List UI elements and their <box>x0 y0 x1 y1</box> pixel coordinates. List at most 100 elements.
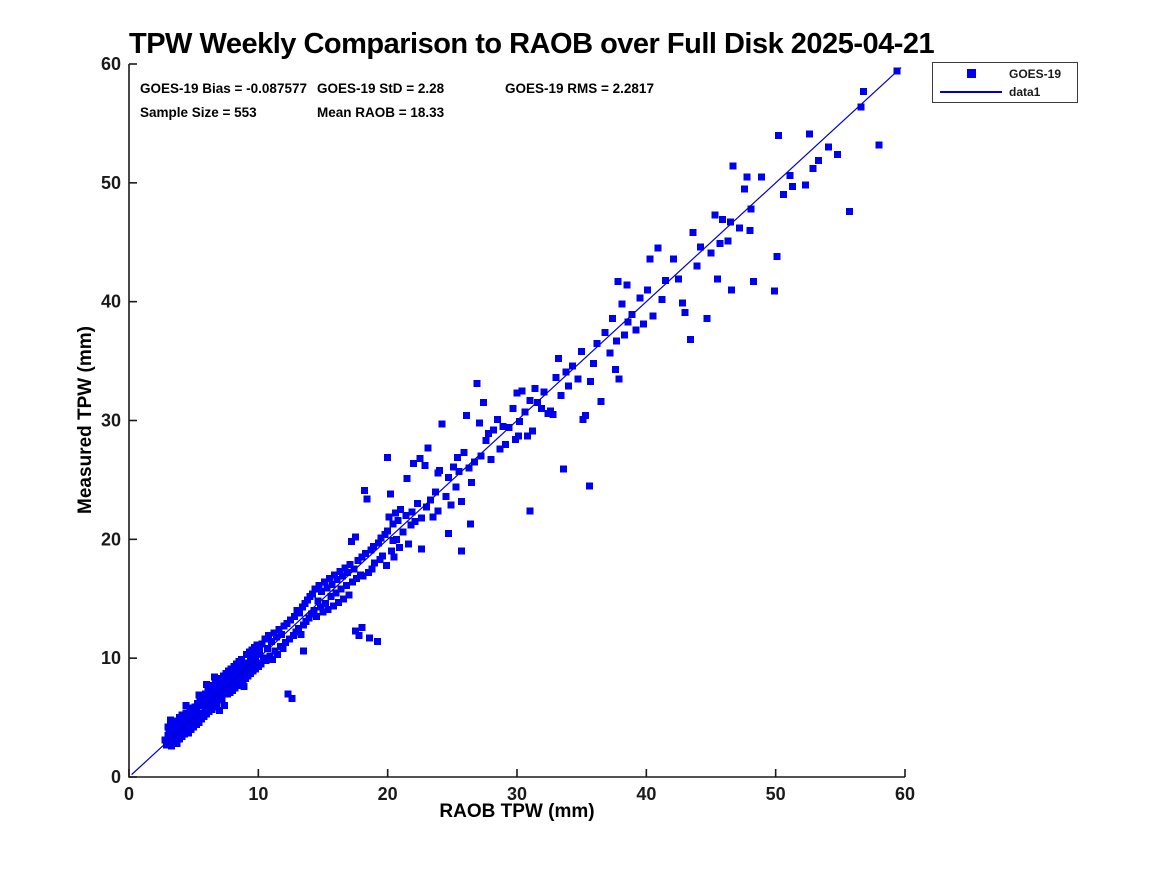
data-point <box>269 655 277 663</box>
data-point <box>597 397 605 405</box>
y-tick-label: 30 <box>101 411 121 431</box>
data-point <box>281 639 289 647</box>
data-point <box>606 349 614 357</box>
data-point <box>632 326 640 334</box>
data-point <box>466 520 474 528</box>
data-point <box>499 422 507 430</box>
data-point <box>711 211 719 219</box>
data-point <box>164 723 172 731</box>
data-point <box>324 605 332 613</box>
data-point <box>316 603 324 611</box>
data-point <box>747 205 755 213</box>
data-point <box>435 466 443 474</box>
data-point <box>746 226 754 234</box>
data-point <box>216 706 224 714</box>
data-point <box>534 399 542 407</box>
data-point <box>191 703 199 711</box>
data-point <box>669 255 677 263</box>
data-point <box>320 578 328 586</box>
data-point <box>399 528 407 536</box>
data-point <box>496 445 504 453</box>
data-point <box>729 162 737 170</box>
data-point <box>345 591 353 599</box>
data-point <box>172 734 180 742</box>
data-point <box>479 399 487 407</box>
data-point <box>318 588 326 596</box>
data-point <box>540 388 548 396</box>
data-point <box>301 600 309 608</box>
data-point <box>353 575 361 583</box>
data-point <box>487 456 495 464</box>
data-point <box>340 595 348 603</box>
data-point <box>538 405 546 413</box>
data-point <box>298 603 306 611</box>
data-point <box>394 516 402 524</box>
data-point <box>393 535 401 543</box>
data-point <box>640 320 648 328</box>
data-point <box>770 287 778 295</box>
data-point <box>178 711 186 719</box>
data-point <box>179 715 187 723</box>
data-point <box>300 621 308 629</box>
data-point <box>359 572 367 580</box>
data-point <box>408 508 416 516</box>
data-point <box>410 459 418 467</box>
data-point <box>475 419 483 427</box>
data-point <box>442 493 450 501</box>
data-point <box>177 718 185 726</box>
data-point <box>208 692 216 700</box>
data-point <box>521 408 529 416</box>
scatter-series-goes19 <box>161 67 901 750</box>
data-point <box>368 565 376 573</box>
data-point <box>213 701 221 709</box>
x-tick-label: 20 <box>378 784 398 804</box>
data-point <box>713 275 721 283</box>
data-point <box>294 624 302 632</box>
data-point <box>589 359 597 367</box>
data-point <box>210 673 218 681</box>
data-point <box>309 590 317 598</box>
data-point <box>424 444 432 452</box>
y-tick-label: 40 <box>101 292 121 312</box>
data-point <box>578 348 586 356</box>
scatter-marker-icon <box>966 69 976 78</box>
data-point <box>719 216 727 224</box>
data-point <box>322 600 330 608</box>
data-point <box>649 312 657 320</box>
data-point <box>261 635 269 643</box>
data-point <box>735 224 743 232</box>
data-point <box>494 415 502 423</box>
data-point <box>757 173 765 181</box>
data-point <box>279 645 287 653</box>
data-point <box>825 143 833 151</box>
data-point <box>315 582 323 590</box>
data-point <box>266 652 274 660</box>
data-point <box>354 557 362 565</box>
data-point <box>452 483 460 491</box>
data-point <box>724 237 732 245</box>
data-point <box>221 680 229 688</box>
data-point <box>335 598 343 606</box>
data-point <box>444 529 452 537</box>
data-point <box>161 736 169 744</box>
data-point <box>482 437 490 445</box>
data-point <box>774 131 782 139</box>
data-point <box>587 377 595 385</box>
data-point <box>750 277 758 285</box>
data-point <box>346 560 354 568</box>
data-point <box>805 130 813 138</box>
data-point <box>681 308 689 316</box>
data-point <box>358 623 366 631</box>
legend-label: GOES-19 <box>1009 66 1062 81</box>
data-point <box>562 368 570 376</box>
data-point <box>697 243 705 251</box>
data-point <box>166 734 174 742</box>
data-point <box>397 506 405 514</box>
data-point <box>623 281 631 289</box>
data-point <box>182 709 190 717</box>
data-point <box>166 716 174 724</box>
stat-bias: GOES-19 Bias = -0.087577 <box>140 81 307 96</box>
data-point <box>485 430 493 438</box>
data-point <box>342 582 350 590</box>
